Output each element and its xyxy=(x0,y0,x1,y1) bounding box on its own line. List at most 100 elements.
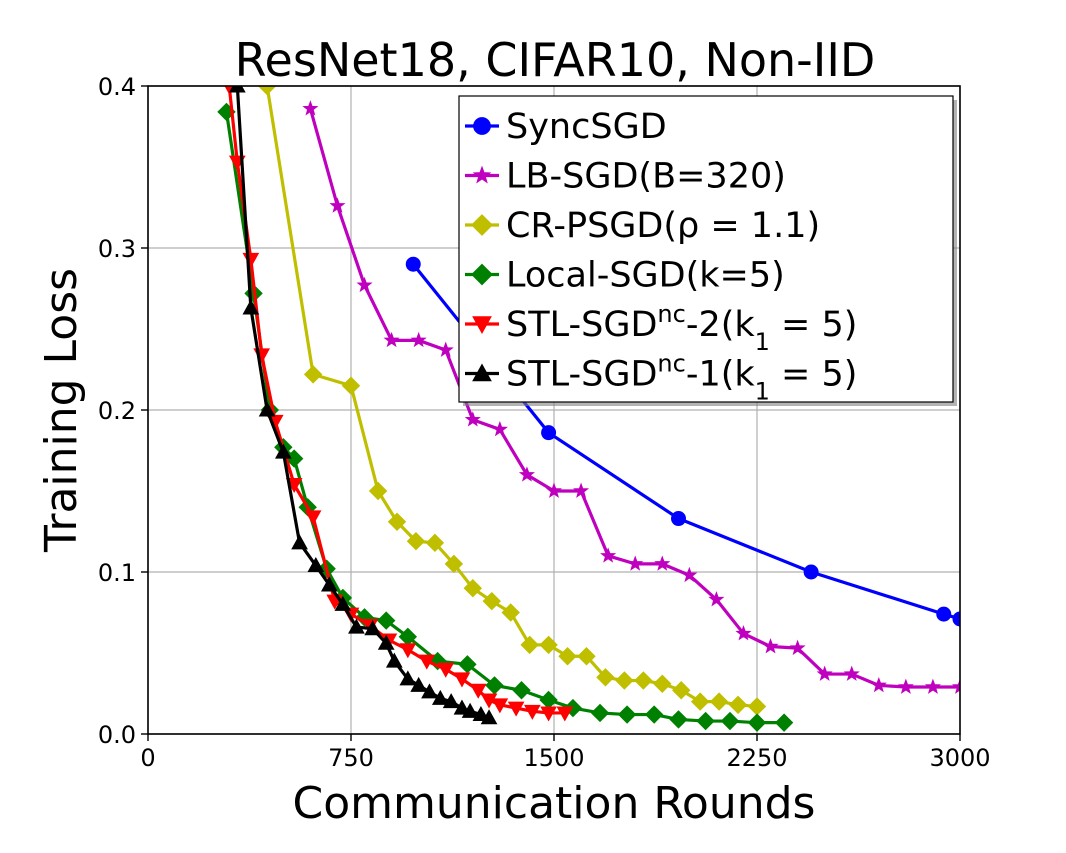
legend-entry: Local-SGD(k=5) xyxy=(465,256,785,296)
legend-entry: SyncSGD xyxy=(465,107,667,147)
data-point xyxy=(258,401,276,417)
data-point xyxy=(385,652,403,668)
data-point xyxy=(789,639,806,655)
legend-marker xyxy=(471,214,493,236)
legend-entry: STL-SGDnc-1(k1 = 5) xyxy=(465,350,857,406)
data-point xyxy=(376,611,396,630)
data-point xyxy=(242,299,260,315)
data-point xyxy=(681,566,698,583)
y-axis-ticks: 0.0 0.1 0.2 0.3 0.4 xyxy=(98,73,148,749)
data-point xyxy=(257,86,277,96)
data-point xyxy=(507,701,525,717)
data-point xyxy=(897,678,914,694)
legend-entry: LB-SGD(B=320) xyxy=(465,157,786,197)
data-point xyxy=(541,425,557,441)
data-point xyxy=(816,665,833,681)
data-point xyxy=(540,706,557,722)
legend-marker xyxy=(471,263,493,286)
legend: SyncSGD LB-SGD(B=320) CR-PSGD(ρ = 1.1) Loca… xyxy=(458,95,957,406)
data-point xyxy=(444,554,464,574)
legend-entry: CR-PSGD(ρ = 1.1) xyxy=(465,206,820,246)
data-point xyxy=(364,620,382,636)
data-point xyxy=(320,576,338,592)
data-point xyxy=(464,411,481,427)
data-point xyxy=(518,466,535,482)
data-point xyxy=(491,698,509,714)
legend-label: STL-SGDnc-2(k1 = 5) xyxy=(506,300,857,356)
legend-entry: STL-SGDnc-2(k1 = 5) xyxy=(465,300,857,356)
y-tick-label: 0.1 xyxy=(98,559,136,587)
legend-marker xyxy=(472,165,492,184)
data-point xyxy=(463,578,483,598)
legend-box xyxy=(458,95,954,403)
data-point xyxy=(431,689,449,705)
data-point xyxy=(242,252,260,268)
legend-label: Local-SGD(k=5) xyxy=(506,256,785,296)
data-point xyxy=(634,671,653,690)
data-point xyxy=(418,654,436,670)
data-point xyxy=(469,683,487,699)
data-point xyxy=(291,534,308,550)
data-point xyxy=(303,365,323,384)
data-point xyxy=(304,510,322,526)
data-point xyxy=(671,511,687,527)
x-axis-label: Communication Rounds xyxy=(293,778,816,829)
y-tick-label: 0.4 xyxy=(98,73,136,101)
data-point xyxy=(520,635,539,655)
data-point xyxy=(461,702,479,718)
data-point xyxy=(669,710,688,729)
data-point xyxy=(708,591,725,607)
data-point xyxy=(442,693,460,709)
data-point xyxy=(762,638,779,654)
data-point xyxy=(453,672,471,688)
x-axis-ticks: 0 750 1500 2250 3000 xyxy=(140,734,991,772)
data-point xyxy=(539,635,558,655)
x-tick-label: 0 xyxy=(140,744,155,772)
legend-label: CR-PSGD(ρ = 1.1) xyxy=(506,206,820,246)
data-point xyxy=(356,276,373,293)
data-point xyxy=(425,533,445,553)
data-point xyxy=(421,683,438,699)
data-point xyxy=(627,555,644,571)
data-point xyxy=(348,618,365,634)
legend-marker xyxy=(473,117,491,135)
data-point xyxy=(480,709,498,725)
data-point xyxy=(437,341,454,357)
data-point xyxy=(228,86,246,93)
data-point xyxy=(924,678,941,694)
x-tick-label: 750 xyxy=(328,744,374,772)
data-point xyxy=(573,482,590,498)
legend-label: LB-SGD(B=320) xyxy=(506,157,786,197)
data-point xyxy=(341,376,361,395)
y-tick-label: 0.3 xyxy=(98,235,136,263)
data-point xyxy=(512,681,531,700)
y-tick-label: 0.2 xyxy=(98,397,136,425)
series-lb-sgd-b-320 xyxy=(302,100,960,694)
data-point xyxy=(696,711,715,731)
data-point xyxy=(480,693,498,709)
data-point xyxy=(307,556,325,573)
data-point xyxy=(672,681,691,700)
data-point xyxy=(590,703,610,723)
chart-title: ResNet18, CIFAR10, Non-IID xyxy=(235,33,876,87)
data-point xyxy=(302,100,319,116)
data-point xyxy=(577,647,596,666)
data-point xyxy=(709,692,729,711)
legend-marker xyxy=(472,316,492,335)
y-tick-label: 0.0 xyxy=(98,721,136,749)
data-point xyxy=(951,678,960,694)
data-point xyxy=(501,603,520,622)
data-point xyxy=(803,564,819,580)
data-point xyxy=(329,197,346,213)
data-point xyxy=(387,512,407,531)
data-point xyxy=(653,674,672,693)
data-point xyxy=(368,481,388,501)
data-point xyxy=(482,591,501,611)
data-point xyxy=(399,643,417,659)
data-point xyxy=(747,713,767,732)
data-point xyxy=(383,331,400,348)
data-point xyxy=(491,420,508,437)
data-point xyxy=(720,711,740,731)
legend-marker xyxy=(472,363,492,382)
